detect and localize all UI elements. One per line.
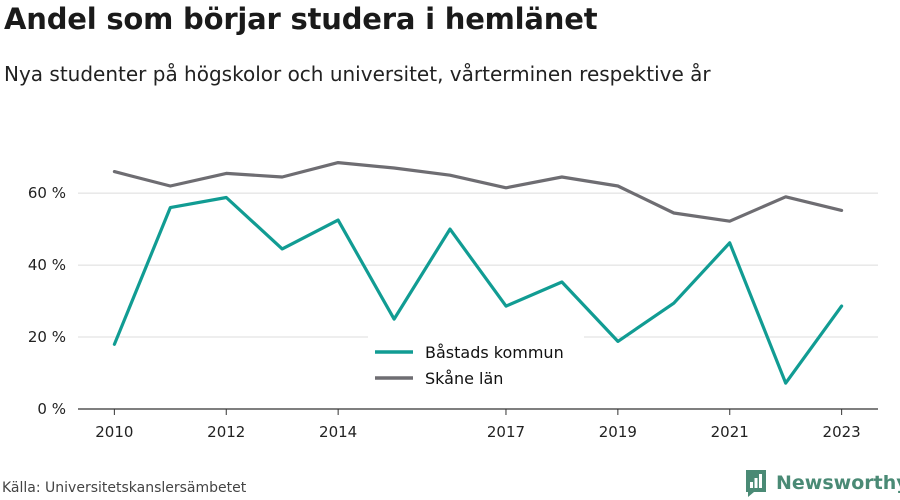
series-line-skane-lan: [112, 161, 844, 223]
x-tick-label: 2023: [823, 423, 861, 441]
x-tick-label: 2019: [599, 423, 637, 441]
legend-label: Skåne län: [425, 369, 503, 388]
x-tick-label: 2012: [207, 423, 245, 441]
x-tick-label: 2017: [487, 423, 525, 441]
series-line-bastads-kommun: [112, 195, 844, 385]
chart-subtitle: Nya studenter på högskolor och universit…: [4, 62, 711, 86]
legend-label: Båstads kommun: [425, 343, 564, 362]
legend-background: [368, 336, 584, 394]
y-tick-label: 60 %: [28, 184, 66, 202]
y-tick-label: 20 %: [28, 328, 66, 346]
newsworthy-logo-icon: [746, 470, 766, 497]
y-tick-label: 0 %: [37, 400, 66, 418]
x-tick-label: 2010: [95, 423, 133, 441]
brand-name: Newsworthy: [776, 472, 900, 494]
chart-title: Andel som börjar studera i hemlänet: [4, 2, 598, 36]
brand-logo[interactable]: Newsworthy: [744, 468, 900, 498]
source-note: Källa: Universitetskanslersämbetet: [2, 480, 247, 496]
x-tick-label: 2014: [319, 423, 357, 441]
x-tick-label: 2021: [711, 423, 749, 441]
y-tick-label: 40 %: [28, 256, 66, 274]
